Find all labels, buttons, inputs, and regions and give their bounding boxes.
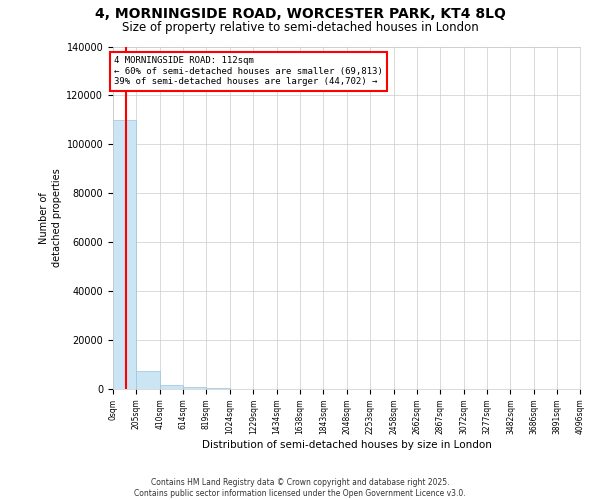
Bar bbox=[136, 370, 160, 389]
X-axis label: Distribution of semi-detached houses by size in London: Distribution of semi-detached houses by … bbox=[202, 440, 491, 450]
Bar bbox=[183, 388, 206, 389]
Bar bbox=[206, 388, 230, 389]
Bar bbox=[160, 384, 183, 389]
Text: Size of property relative to semi-detached houses in London: Size of property relative to semi-detach… bbox=[122, 21, 478, 34]
Bar bbox=[113, 120, 136, 389]
Text: 4 MORNINGSIDE ROAD: 112sqm
← 60% of semi-detached houses are smaller (69,813)
39: 4 MORNINGSIDE ROAD: 112sqm ← 60% of semi… bbox=[114, 56, 383, 86]
Y-axis label: Number of
detached properties: Number of detached properties bbox=[39, 168, 62, 267]
Text: Contains HM Land Registry data © Crown copyright and database right 2025.
Contai: Contains HM Land Registry data © Crown c… bbox=[134, 478, 466, 498]
Text: 4, MORNINGSIDE ROAD, WORCESTER PARK, KT4 8LQ: 4, MORNINGSIDE ROAD, WORCESTER PARK, KT4… bbox=[95, 8, 505, 22]
